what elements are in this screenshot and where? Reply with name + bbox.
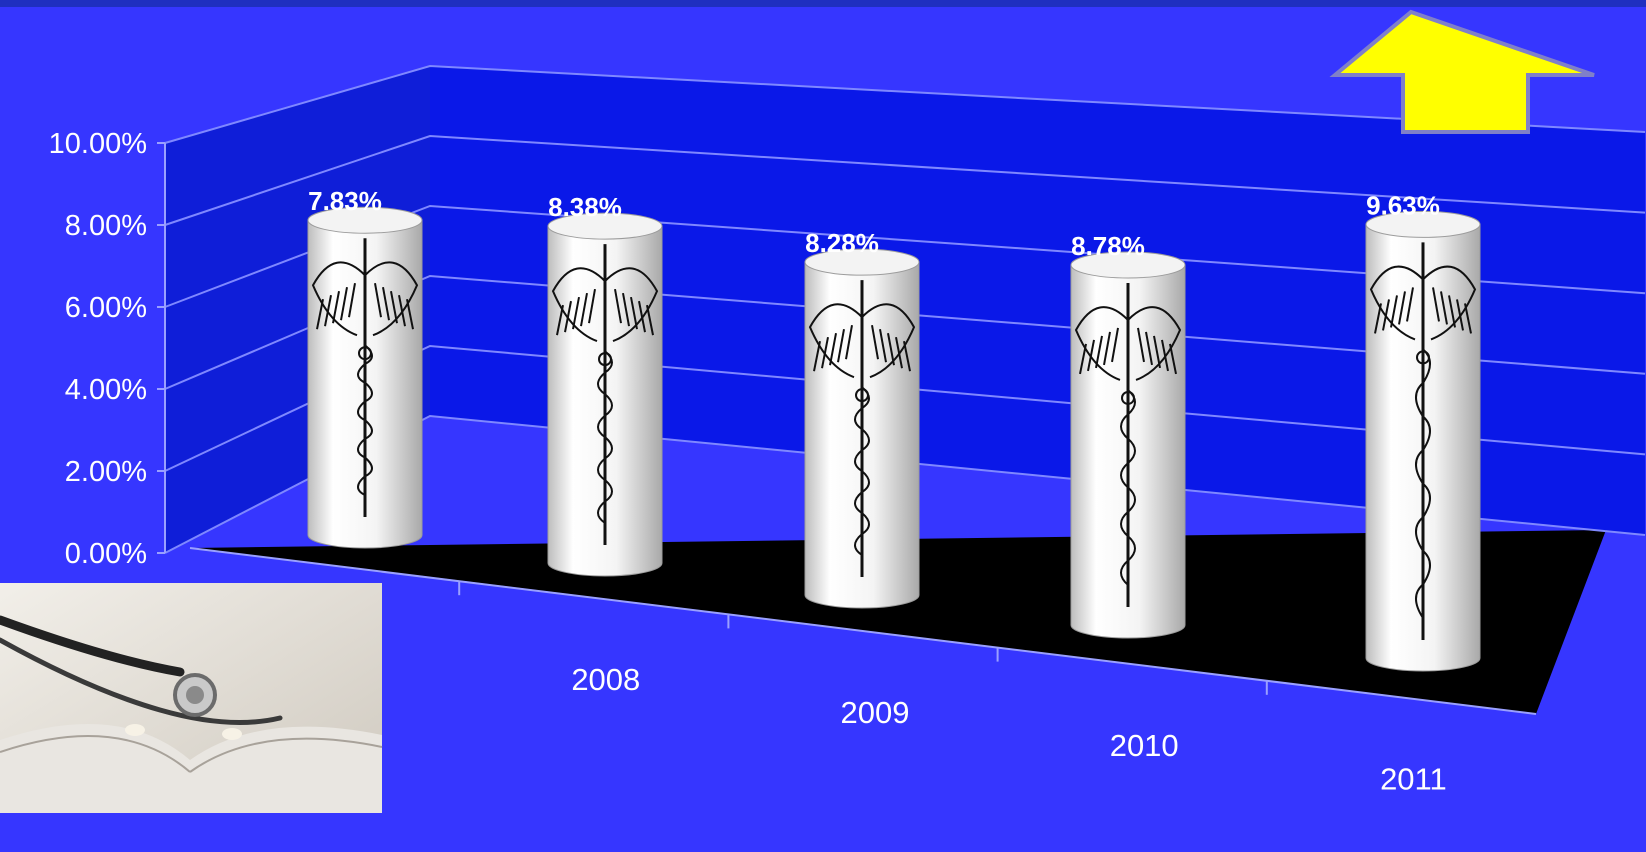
bars: 7.83% 8.38% 8.28% 8.78% 9.63% [307, 186, 1481, 672]
x-tick-label: 2008 [571, 662, 640, 697]
chart-floor [190, 530, 1606, 714]
bar: 8.28% [804, 228, 920, 609]
x-tick-label: 2011 [1380, 761, 1447, 796]
bar-top [1070, 251, 1186, 279]
caduceus-icon [1369, 242, 1477, 640]
bar: 8.38% [547, 192, 663, 577]
x-tick-label: 2009 [841, 695, 910, 730]
bar-top [804, 248, 920, 276]
gridline [164, 344, 1646, 472]
up-arrow-icon [1329, 9, 1595, 134]
y-tick-label: 8.00% [65, 210, 147, 242]
gridlines [164, 64, 1646, 554]
bar: 7.83% [307, 186, 423, 549]
data-label: 8.78% [1071, 231, 1145, 261]
gridline [164, 134, 1646, 226]
y-tick-label: 10.00% [49, 128, 147, 160]
y-tick-label: 2.00% [65, 456, 147, 488]
gridline [164, 204, 1646, 308]
bar-top [1365, 210, 1481, 238]
x-axis: 2008 2009 2010 2011 [189, 547, 1537, 796]
top-border-strip [0, 0, 1646, 7]
gridline [164, 274, 1646, 390]
y-tick-label: 0.00% [65, 538, 147, 570]
caduceus-icon [311, 238, 419, 517]
caduceus-icon [808, 280, 916, 577]
data-label: 9.63% [1366, 190, 1440, 220]
y-tick-label: 6.00% [65, 292, 147, 324]
caduceus-icon [551, 244, 659, 545]
y-axis: 0.00% 2.00% 4.00% 6.00% 8.00% 10.00% [49, 128, 166, 570]
caduceus-icon [1074, 282, 1182, 607]
bar: 8.78% [1070, 231, 1186, 639]
y-tick-label: 4.00% [65, 374, 147, 406]
gridline [164, 64, 1646, 144]
x-tick-label: 2010 [1110, 728, 1179, 763]
chart-walls [165, 66, 1645, 714]
x-axis-line [189, 547, 1537, 715]
data-label: 8.28% [805, 228, 879, 258]
bar-top [547, 212, 663, 240]
stethoscope-on-book-photo [0, 583, 383, 813]
bar-top [307, 206, 423, 234]
data-label: 8.38% [548, 192, 622, 222]
gridline [164, 414, 1646, 554]
back-wall [430, 66, 1645, 535]
bar: 9.63% [1365, 190, 1481, 672]
data-label: 7.83% [308, 186, 382, 216]
